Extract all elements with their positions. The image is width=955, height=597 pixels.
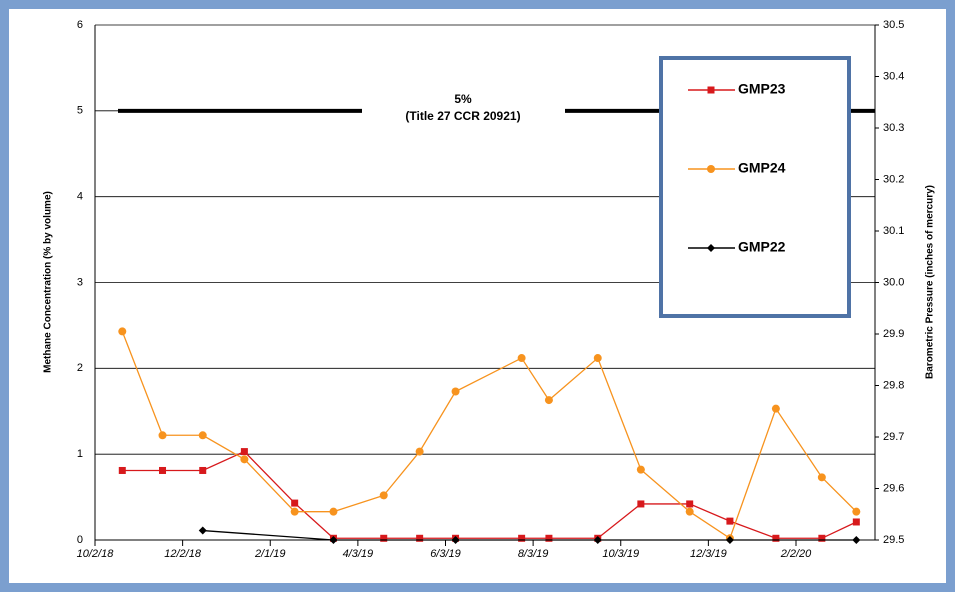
y2-axis-label: Barometric Pressure (inches of mercury) (925, 185, 936, 379)
data-point (636, 465, 645, 474)
legend-label: GMP23 (738, 81, 786, 97)
data-point (329, 507, 338, 516)
y-tick-label: 4 (77, 191, 83, 203)
data-point (118, 466, 126, 474)
x-tick-label: 2/2/20 (780, 548, 812, 560)
y2-tick-label: 30.2 (883, 173, 904, 185)
legend-marker (707, 244, 715, 252)
data-point (380, 534, 388, 542)
data-point (291, 499, 299, 507)
data-point (158, 431, 167, 440)
data-point (545, 534, 553, 542)
legend-label: GMP22 (738, 239, 786, 255)
data-point (517, 354, 526, 363)
data-point (637, 500, 645, 508)
y2-tick-label: 30.3 (883, 122, 904, 134)
data-point (593, 354, 602, 363)
reference-label-bg (362, 88, 565, 133)
data-point (416, 534, 424, 542)
y-tick-label: 3 (77, 276, 83, 288)
y2-tick-label: 30.4 (883, 70, 904, 82)
y2-tick-label: 29.5 (883, 534, 904, 546)
legend-marker (707, 86, 715, 94)
data-point (852, 536, 861, 544)
data-point (198, 526, 207, 535)
y-tick-label: 0 (77, 534, 83, 546)
data-point (518, 534, 526, 542)
x-tick-label: 10/3/19 (602, 548, 639, 560)
reference-label: 5% (454, 92, 472, 106)
data-point (686, 500, 694, 508)
legend-label: GMP24 (738, 160, 786, 176)
x-tick-label: 10/2/18 (77, 548, 115, 560)
series-line (121, 331, 857, 540)
data-point (771, 404, 780, 413)
data-point (118, 327, 127, 336)
y2-tick-label: 29.9 (883, 328, 904, 340)
y2-tick-label: 29.7 (883, 431, 904, 443)
reference-label: (Title 27 CCR 20921) (405, 109, 520, 123)
y2-tick-label: 30.1 (883, 225, 904, 237)
data-point (415, 447, 424, 456)
x-tick-label: 12/2/18 (164, 548, 202, 560)
series-line (202, 529, 857, 541)
y-axis-label: Methane Concentration (% by volume) (43, 191, 54, 373)
y2-tick-label: 30.0 (883, 276, 904, 288)
data-point (725, 536, 734, 544)
x-tick-label: 4/3/19 (343, 548, 374, 560)
data-point (329, 536, 338, 544)
data-point (199, 466, 207, 474)
y2-tick-label: 29.8 (883, 379, 904, 391)
x-tick-label: 8/3/19 (518, 548, 549, 560)
data-point (685, 507, 694, 516)
data-point (159, 466, 167, 474)
data-point (451, 536, 460, 544)
y-tick-label: 2 (77, 362, 83, 374)
data-point (818, 534, 826, 542)
data-point (379, 491, 388, 500)
data-point (817, 473, 826, 482)
x-tick-label: 6/3/19 (430, 548, 461, 560)
legend-marker (707, 165, 715, 173)
data-point (852, 518, 860, 526)
data-point (726, 517, 734, 525)
y-tick-label: 5 (77, 105, 83, 117)
data-point (772, 534, 780, 542)
data-point (593, 536, 602, 544)
x-tick-label: 12/3/19 (690, 548, 727, 560)
y2-tick-label: 30.5 (883, 19, 904, 31)
data-point (852, 507, 861, 516)
data-point (544, 396, 553, 405)
data-point (290, 507, 299, 516)
y-tick-label: 1 (77, 448, 83, 460)
data-point (451, 387, 460, 396)
data-point (240, 448, 248, 456)
y2-tick-label: 29.6 (883, 482, 904, 494)
data-point (240, 455, 249, 464)
legend-box (659, 56, 851, 318)
x-tick-label: 2/1/19 (254, 548, 286, 560)
data-point (198, 431, 207, 440)
y-tick-label: 6 (77, 19, 83, 31)
